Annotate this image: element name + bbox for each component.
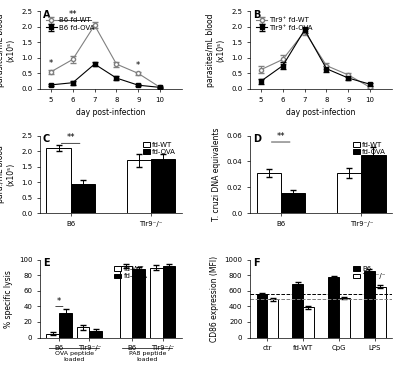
Y-axis label: parasites/mL blood
(x10⁵): parasites/mL blood (x10⁵) (0, 13, 16, 87)
Text: A: A (43, 10, 50, 20)
Y-axis label: parasites/mL blood
(x10⁵): parasites/mL blood (x10⁵) (206, 13, 226, 87)
Legend: B6 fd-WT, B6 fd-OVA: B6 fd-WT, B6 fd-OVA (44, 15, 97, 34)
Bar (151, 159, 176, 213)
Bar (46, 148, 71, 213)
Bar (59, 313, 72, 338)
Text: **: ** (66, 134, 75, 142)
Text: *: * (57, 297, 62, 306)
Bar (375, 286, 386, 338)
Y-axis label: CD86 expression (MFI): CD86 expression (MFI) (210, 256, 219, 342)
Bar (256, 173, 281, 213)
Text: F: F (253, 258, 260, 268)
Bar (328, 277, 339, 338)
Legend: fd-WT, fd-OVA: fd-WT, fd-OVA (112, 263, 150, 282)
Legend: Tlr9⁺ fd-WT, Tlr9⁺ fd-OVA: Tlr9⁺ fd-WT, Tlr9⁺ fd-OVA (254, 15, 315, 34)
Bar (303, 307, 314, 338)
Text: **: ** (68, 10, 77, 19)
Text: *: * (136, 61, 140, 70)
Text: PA8 peptide
loaded: PA8 peptide loaded (129, 351, 166, 361)
Legend: fd-WT, fd-OVA: fd-WT, fd-OVA (140, 139, 178, 158)
Bar (46, 334, 59, 338)
Bar (71, 184, 95, 213)
Bar (162, 266, 176, 338)
Text: *: * (49, 59, 53, 68)
Text: D: D (253, 134, 261, 144)
Bar (281, 192, 305, 213)
Bar (339, 298, 350, 338)
Y-axis label: % specific lysis: % specific lysis (4, 270, 13, 328)
Bar (120, 266, 132, 338)
Text: OVA peptide
loaded: OVA peptide loaded (55, 351, 94, 361)
Bar (150, 268, 162, 338)
Bar (256, 294, 267, 338)
Bar (127, 160, 151, 213)
Bar (132, 269, 145, 338)
Text: C: C (43, 134, 50, 144)
Bar (364, 271, 375, 338)
X-axis label: day post-infection: day post-infection (76, 108, 146, 117)
Legend: B6, Tlr9⁻/⁻: B6, Tlr9⁻/⁻ (350, 263, 388, 282)
Y-axis label: para./mL blood
(x10⁵): para./mL blood (x10⁵) (0, 146, 16, 203)
X-axis label: day post-infection: day post-infection (286, 108, 356, 117)
Legend: fd-WT, fd-OVA: fd-WT, fd-OVA (350, 139, 388, 158)
Text: B: B (253, 10, 260, 20)
Bar (361, 155, 386, 213)
Text: **: ** (276, 132, 285, 141)
Bar (337, 173, 361, 213)
Y-axis label: T. cruzi DNA equivalents: T. cruzi DNA equivalents (212, 128, 221, 221)
Bar (90, 330, 102, 338)
Bar (267, 299, 278, 338)
Bar (292, 284, 303, 338)
Text: E: E (43, 258, 50, 268)
Bar (76, 327, 90, 338)
